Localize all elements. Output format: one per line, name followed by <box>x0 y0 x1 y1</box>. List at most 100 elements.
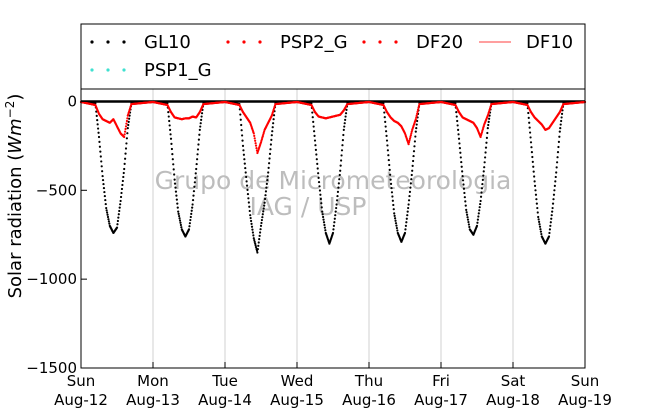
data-point <box>410 178 413 181</box>
watermark-line-2: IAG / USP <box>250 192 367 221</box>
data-point <box>104 202 107 206</box>
data-point <box>455 115 458 118</box>
data-point <box>172 163 175 166</box>
data-point <box>459 156 462 159</box>
data-point <box>461 174 464 178</box>
legend-label: PSP1_G <box>144 60 212 81</box>
data-point <box>479 195 483 198</box>
data-point <box>179 221 182 224</box>
legend-swatch <box>226 40 230 44</box>
data-point <box>99 155 102 158</box>
legend-item-gl10: GL10 <box>90 32 191 53</box>
axes-layer: SunAug-12MonAug-13TueAug-14WedAug-15ThuA… <box>26 92 612 409</box>
data-point <box>123 135 126 139</box>
data-point <box>188 225 191 228</box>
data-point <box>191 203 194 206</box>
data-point <box>411 169 414 172</box>
plot-frame <box>80 23 586 369</box>
data-point <box>125 142 128 145</box>
data-point <box>265 186 268 189</box>
data-point <box>252 237 255 240</box>
data-point <box>460 160 463 164</box>
data-point <box>126 132 129 135</box>
data-point <box>258 238 261 241</box>
data-point <box>107 218 110 221</box>
data-point <box>385 139 389 142</box>
data-point <box>560 112 564 115</box>
data-point <box>529 131 532 134</box>
data-point <box>536 206 539 210</box>
data-point <box>483 161 486 164</box>
data-point <box>315 158 318 161</box>
data-point <box>413 140 416 143</box>
data-point <box>538 220 541 223</box>
data-point <box>531 160 534 163</box>
data-point <box>463 196 466 199</box>
data-point <box>458 142 461 145</box>
data-point <box>319 197 322 201</box>
data-point <box>535 202 538 205</box>
data-point <box>457 137 461 140</box>
data-point <box>484 146 488 149</box>
x-tick-label-day: Sun <box>67 372 96 390</box>
data-point <box>467 223 470 226</box>
data-point <box>105 209 108 212</box>
series-df20 <box>79 100 587 155</box>
data-point <box>558 130 561 133</box>
data-point <box>119 199 122 203</box>
data-point <box>176 202 179 205</box>
data-point <box>534 189 537 192</box>
data-point <box>343 122 346 125</box>
data-point <box>198 133 201 136</box>
data-point <box>550 217 553 220</box>
data-point <box>180 226 183 229</box>
data-point <box>266 175 269 178</box>
data-point <box>169 137 173 140</box>
data-point <box>123 133 126 136</box>
data-point <box>332 228 335 231</box>
data-point <box>477 212 480 215</box>
data-point <box>249 214 252 217</box>
data-point <box>538 223 541 226</box>
data-point <box>122 175 125 179</box>
data-point <box>338 173 341 177</box>
data-point <box>549 224 552 227</box>
data-point <box>417 104 421 108</box>
data-point <box>173 178 176 181</box>
y-axis-title: Solar radiation (Wm−2) <box>3 94 26 299</box>
data-point <box>127 120 130 123</box>
data-point <box>416 108 420 111</box>
data-point <box>334 210 337 213</box>
data-point <box>388 168 391 171</box>
data-point <box>263 197 267 201</box>
data-point <box>527 116 530 119</box>
data-point <box>392 208 395 211</box>
data-point <box>195 167 198 171</box>
data-point <box>95 114 98 117</box>
data-point <box>475 224 479 227</box>
data-point <box>465 208 468 211</box>
data-point <box>193 185 196 188</box>
data-point <box>120 187 124 191</box>
data-point <box>261 213 264 216</box>
data-point <box>242 149 245 152</box>
data-point <box>123 162 126 165</box>
data-point <box>387 154 390 157</box>
data-point <box>272 122 275 125</box>
data-point <box>550 214 553 217</box>
data-point <box>255 146 258 150</box>
data-point <box>272 114 276 117</box>
data-point <box>177 212 180 215</box>
data-point <box>323 226 326 229</box>
data-point <box>554 175 557 179</box>
data-point <box>250 222 253 225</box>
data-point <box>98 145 101 148</box>
legend-item-df10: DF10 <box>479 32 573 53</box>
data-point <box>252 234 255 237</box>
data-point <box>384 125 387 128</box>
data-point <box>126 117 129 120</box>
data-point <box>387 158 390 162</box>
data-point <box>253 238 256 242</box>
legend-item-df20: DF20 <box>362 32 463 53</box>
x-tick-label-date: Aug-13 <box>126 391 180 409</box>
